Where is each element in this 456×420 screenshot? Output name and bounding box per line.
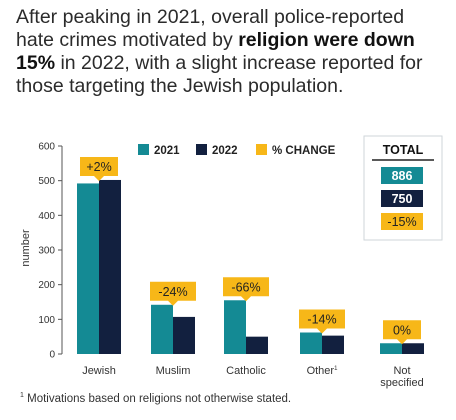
x-tick-superscript: 1 [334, 366, 338, 372]
bar-2022-4 [402, 343, 424, 354]
chart-headline: After peaking in 2021, overall police-re… [16, 6, 423, 97]
callout-label: +2% [86, 160, 111, 174]
total-value: 886 [392, 169, 413, 183]
y-tick-label: 500 [38, 176, 55, 187]
total-value: 750 [392, 192, 413, 206]
legend-swatch [196, 144, 207, 155]
y-tick-label: 0 [49, 350, 55, 361]
total-value-bg [381, 213, 423, 230]
callout-box [150, 281, 196, 306]
total-value-bg [381, 167, 423, 184]
legend-item: 2021 [138, 144, 180, 157]
callout-1: -24% [150, 281, 196, 306]
bar-chart: 0 100 200 300 400 500 600 number +2% -24% -66% -1… [20, 135, 443, 389]
y-tick-label: 100 [38, 315, 55, 326]
bar-2022-1 [173, 316, 195, 354]
y-tick-label: 400 [38, 211, 55, 222]
x-tick-label: Jewish [82, 365, 116, 377]
callout-label: -24% [158, 285, 187, 299]
x-tick-label: Muslim [156, 365, 191, 377]
legend-swatch [138, 144, 149, 155]
total-value-bg [381, 190, 423, 207]
callout-box [223, 277, 269, 302]
bar-2021-4 [380, 343, 402, 354]
y-tick-label: 600 [38, 142, 55, 153]
legend: 2021 2022 % CHANGE [138, 144, 336, 157]
legend-item: % CHANGE [256, 144, 336, 157]
bar-2021-0 [77, 183, 99, 354]
total-value: -15% [387, 215, 416, 229]
callout-box [299, 309, 345, 334]
legend-item: 2022 [196, 144, 238, 157]
total-box: TOTAL 886 750 -15% [363, 135, 443, 241]
legend-label: 2021 [154, 145, 180, 157]
bar-2021-2 [224, 300, 246, 354]
bar-2022-3 [322, 335, 344, 354]
y-axis: 0 100 200 300 400 500 600 [38, 142, 63, 361]
callout-label: -14% [307, 313, 336, 327]
bar-2021-3 [300, 332, 322, 354]
y-tick-label: 300 [38, 246, 55, 257]
x-tick-label: Other1 [307, 365, 339, 377]
legend-swatch [256, 144, 267, 155]
headline-emphasis: religion were down 15% [16, 29, 415, 74]
callout-label: -66% [231, 280, 260, 294]
y-tick-label: 200 [38, 280, 55, 291]
legend-label: 2022 [212, 145, 238, 157]
callout-4: 0% [383, 320, 421, 345]
callout-box [80, 156, 118, 181]
x-tick-label: Not [393, 365, 410, 377]
callout-label: 0% [393, 323, 411, 337]
callout-2: -66% [223, 277, 269, 302]
footnote: 1 Motivations based on religions not oth… [20, 392, 292, 405]
callout-box [383, 320, 421, 345]
bars [77, 179, 424, 354]
bar-2022-0 [99, 179, 121, 354]
bar-2021-1 [151, 304, 173, 354]
legend-label: % CHANGE [272, 145, 336, 157]
pct-change-callouts: +2% -24% -66% -14% 0% [80, 156, 421, 345]
callout-0: +2% [80, 156, 118, 181]
bar-2022-2 [246, 336, 268, 354]
y-axis-label: number [20, 229, 32, 267]
callout-3: -14% [299, 309, 345, 334]
x-tick-label: specified [380, 377, 423, 389]
x-tick-label: Catholic [226, 365, 266, 377]
total-title: TOTAL [383, 143, 424, 157]
